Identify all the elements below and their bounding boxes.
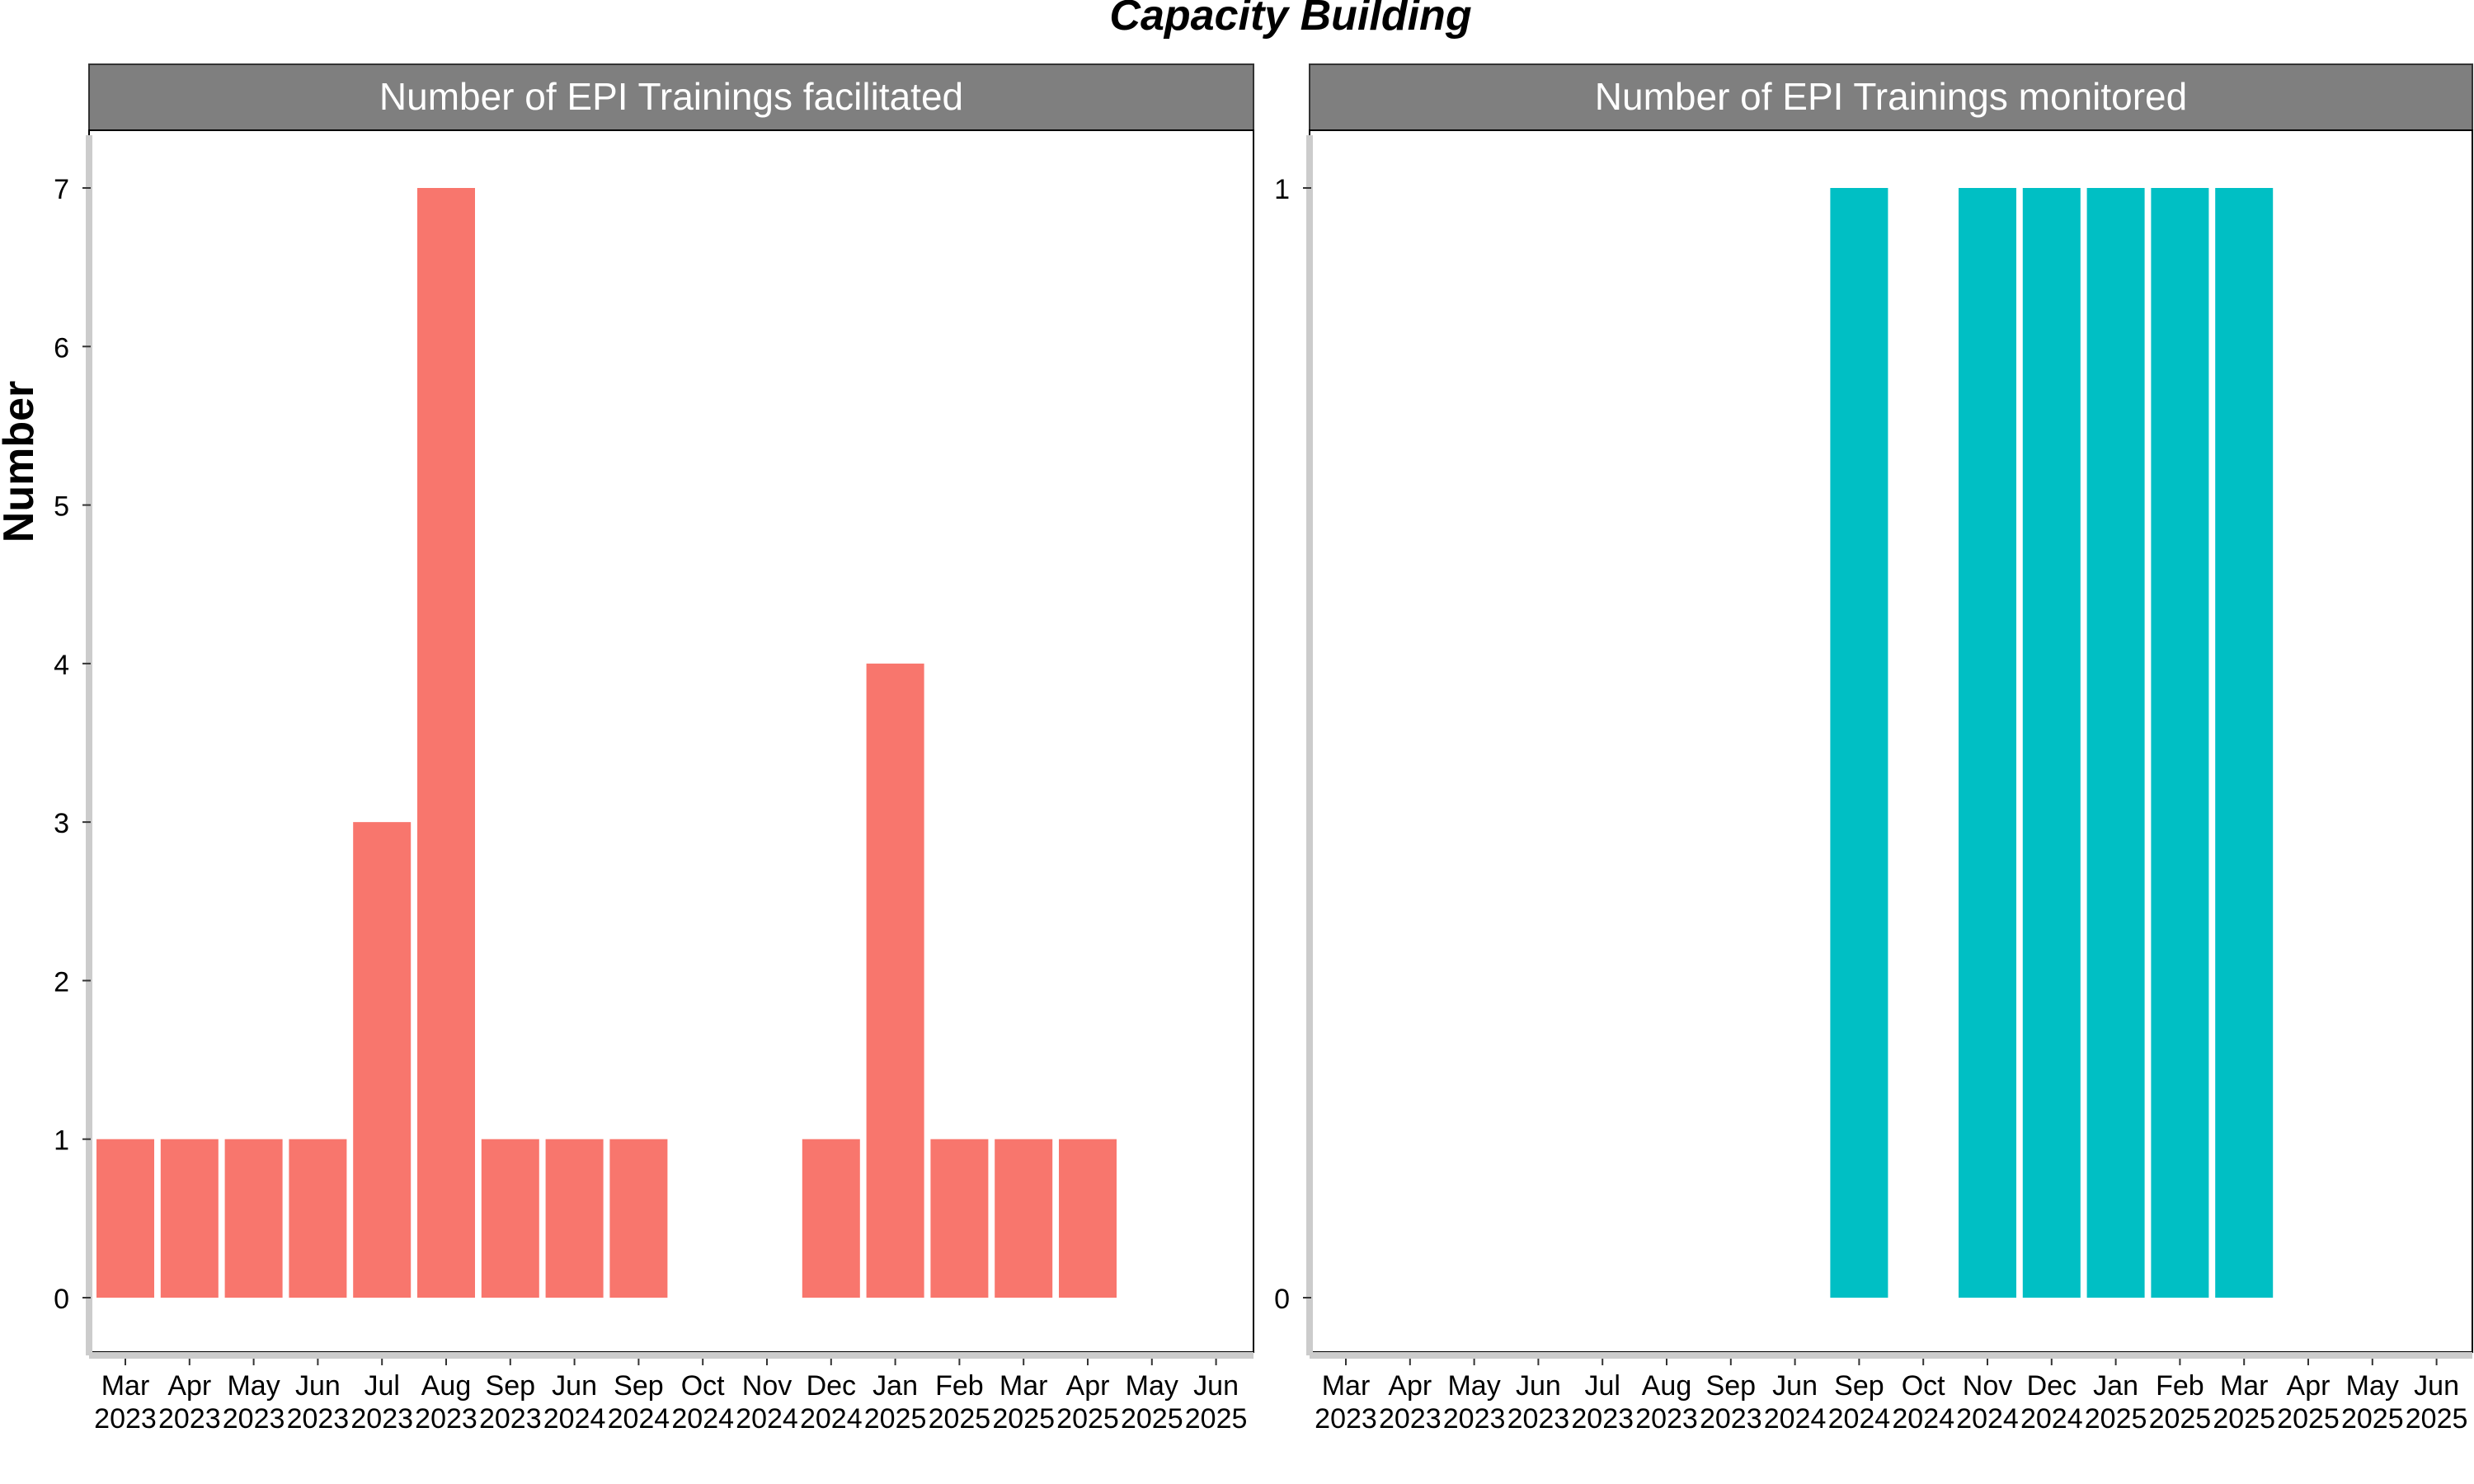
y-tick-label: 2 (54, 966, 69, 998)
bar (545, 1139, 604, 1298)
y-tick-label: 0 (1274, 1284, 1290, 1315)
y-tick-label: 6 (54, 332, 69, 364)
x-tick-label: Jan 2025 (864, 1370, 927, 1435)
x-tick-label: Feb 2025 (2149, 1370, 2212, 1435)
x-tick-label: Oct 2024 (1892, 1370, 1954, 1435)
x-tick-label: Nov 2024 (736, 1370, 798, 1435)
x-tick-label: Mar 2025 (992, 1370, 1055, 1435)
bar (2022, 188, 2081, 1298)
x-tick-label: Apr 2025 (2277, 1370, 2340, 1435)
x-tick-label: Jul 2023 (1571, 1370, 1634, 1435)
chart-title: Capacity Building (1109, 0, 1471, 40)
panel-border (1309, 129, 2473, 1353)
bar (224, 1139, 283, 1298)
bar (2151, 188, 2209, 1298)
x-tick-label: Feb 2025 (929, 1370, 991, 1435)
bar (930, 1139, 989, 1298)
x-tick-label: Dec 2024 (2020, 1370, 2083, 1435)
x-tick-label: Jun 2025 (2406, 1370, 2468, 1435)
x-tick-label: Apr 2025 (1056, 1370, 1119, 1435)
bar (802, 1139, 860, 1298)
x-tick-label: Jun 2024 (543, 1370, 606, 1435)
x-tick-label: Jun 2023 (1507, 1370, 1570, 1435)
bar (353, 822, 412, 1298)
x-tick-label: May 2025 (1121, 1370, 1183, 1435)
x-tick-label: Dec 2024 (800, 1370, 863, 1435)
bar (995, 1139, 1053, 1298)
x-tick-label: Sep 2023 (479, 1370, 542, 1435)
y-axis-label: Number (0, 381, 43, 542)
y-tick-label: 7 (54, 174, 69, 205)
x-tick-label: Jul 2023 (350, 1370, 413, 1435)
bar (2086, 188, 2145, 1298)
x-tick-label: Oct 2024 (671, 1370, 734, 1435)
y-tick-label: 5 (54, 491, 69, 523)
bar (1059, 1139, 1117, 1298)
bar (96, 1139, 154, 1298)
y-tick-label: 3 (54, 808, 69, 839)
y-tick-label: 4 (54, 650, 69, 681)
y-tick-label: 0 (54, 1284, 69, 1315)
x-tick-label: Sep 2023 (1700, 1370, 1762, 1435)
facet-strip-label: Number of EPI Trainings monitored (1595, 75, 2187, 118)
bar (1959, 188, 2016, 1298)
facet-strip-label: Number of EPI Trainings facilitated (379, 75, 963, 118)
x-tick-label: Aug 2023 (415, 1370, 477, 1435)
y-tick-label: 1 (54, 1125, 69, 1157)
x-tick-label: Apr 2023 (1379, 1370, 1442, 1435)
bar (2215, 188, 2274, 1298)
x-tick-label: Jun 2024 (1764, 1370, 1827, 1435)
x-tick-label: Mar 2023 (94, 1370, 157, 1435)
bar (609, 1139, 668, 1298)
x-tick-label: Jun 2023 (287, 1370, 350, 1435)
x-tick-label: Apr 2023 (158, 1370, 221, 1435)
facet-panel-1: Number of EPI Trainings facilitated 0 1 2 3 4… (54, 63, 1254, 1435)
x-tick-label: Aug 2023 (1635, 1370, 1698, 1435)
x-tick-label: Jan 2025 (2085, 1370, 2147, 1435)
x-tick-label: Mar 2025 (2213, 1370, 2275, 1435)
x-tick-label: Jun 2025 (1185, 1370, 1248, 1435)
x-tick-label: Nov 2024 (1956, 1370, 2019, 1435)
facet-panels: Number of EPI Trainings facilitated 0 1 2 3 4… (54, 63, 2473, 1435)
x-tick-label: Sep 2024 (1828, 1370, 1891, 1435)
x-tick-label: May 2023 (1443, 1370, 1506, 1435)
facet-panel-2: Number of EPI Trainings monitored 0 1 Mar 20… (1274, 63, 2473, 1435)
bar (866, 663, 924, 1298)
bar (160, 1139, 219, 1298)
facet-strip (88, 63, 1254, 131)
y-tick-label: 1 (1274, 174, 1290, 205)
bar (1830, 188, 1888, 1298)
bar (417, 188, 475, 1298)
x-tick-label: Mar 2023 (1315, 1370, 1377, 1435)
x-tick-label: May 2025 (2341, 1370, 2404, 1435)
x-tick-label: Sep 2024 (608, 1370, 670, 1435)
x-tick-label: May 2023 (223, 1370, 285, 1435)
bar (481, 1139, 539, 1298)
bar (289, 1139, 347, 1298)
